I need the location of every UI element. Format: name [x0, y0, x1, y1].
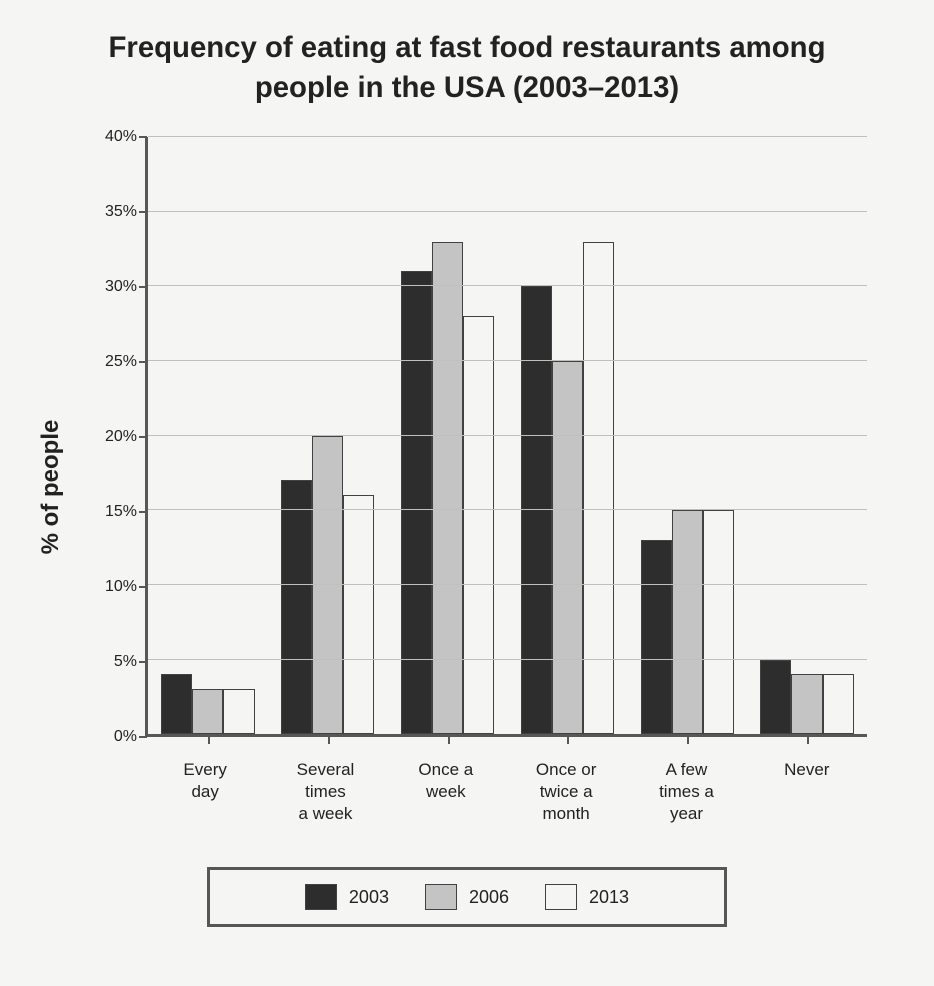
bar-2013: [223, 689, 254, 734]
bar-group: [148, 137, 268, 734]
chart: % of people 0%5%10%15%20%25%30%35%40% Ev…: [57, 127, 877, 847]
x-tick-mark: [567, 736, 569, 744]
bar-2013: [823, 674, 854, 734]
y-tick-label: 10%: [105, 578, 137, 596]
legend-swatch: [305, 884, 337, 910]
x-tick-mark: [328, 736, 330, 744]
bar-2003: [161, 674, 192, 734]
y-axis-label: % of people: [37, 420, 65, 555]
x-tick-mark: [448, 736, 450, 744]
bar-2003: [401, 271, 432, 734]
legend-label: 2013: [589, 887, 629, 908]
x-category-label: Once a week: [386, 749, 506, 847]
bar-2003: [641, 540, 672, 734]
grid-line: [148, 509, 867, 510]
y-tick-label: 30%: [105, 278, 137, 296]
legend-item: 2006: [425, 884, 509, 910]
chart-title: Frequency of eating at fast food restaur…: [107, 28, 827, 107]
x-category-label: A few times a year: [626, 749, 746, 847]
bar-group: [388, 137, 508, 734]
y-tick-label: 20%: [105, 428, 137, 446]
bar-2003: [281, 480, 312, 734]
bar-group: [268, 137, 388, 734]
grid-line: [148, 360, 867, 361]
x-category-label: Never: [747, 749, 867, 847]
y-tick-label: 0%: [114, 728, 137, 746]
grid-line: [148, 584, 867, 585]
legend: 2003 2006 2013: [207, 867, 727, 927]
grid-line: [148, 285, 867, 286]
x-category-label: Several times a week: [265, 749, 385, 847]
bar-2013: [463, 316, 494, 734]
bar-2013: [583, 242, 614, 735]
x-tick-mark: [687, 736, 689, 744]
y-tick-label: 25%: [105, 353, 137, 371]
legend-item: 2003: [305, 884, 389, 910]
grid-line: [148, 435, 867, 436]
grid-line: [148, 211, 867, 212]
x-tick-mark: [208, 736, 210, 744]
legend-swatch: [545, 884, 577, 910]
bar-2013: [703, 510, 734, 734]
y-tick-label: 5%: [114, 653, 137, 671]
bar-2006: [672, 510, 703, 734]
y-tick-label: 40%: [105, 128, 137, 146]
x-tick-mark: [807, 736, 809, 744]
y-tick-label: 35%: [105, 203, 137, 221]
x-category-label: Once or twice a month: [506, 749, 626, 847]
bar-2006: [552, 361, 583, 734]
bar-2013: [343, 495, 374, 734]
legend-swatch: [425, 884, 457, 910]
bar-group: [747, 137, 867, 734]
legend-label: 2006: [469, 887, 509, 908]
bar-2006: [312, 436, 343, 735]
bar-2006: [192, 689, 223, 734]
y-axis-ticks: 0%5%10%15%20%25%30%35%40%: [103, 137, 143, 737]
bar-2006: [432, 242, 463, 735]
grid-line: [148, 659, 867, 660]
x-axis-labels: Every daySeveral times a weekOnce a week…: [145, 749, 867, 847]
plot-area: [145, 137, 867, 737]
bar-2003: [521, 286, 552, 734]
bar-2006: [791, 674, 822, 734]
legend-item: 2013: [545, 884, 629, 910]
bar-group: [507, 137, 627, 734]
y-tick-label: 15%: [105, 503, 137, 521]
bar-2003: [760, 660, 791, 735]
bar-group: [627, 137, 747, 734]
x-category-label: Every day: [145, 749, 265, 847]
legend-label: 2003: [349, 887, 389, 908]
grid-line: [148, 136, 867, 137]
